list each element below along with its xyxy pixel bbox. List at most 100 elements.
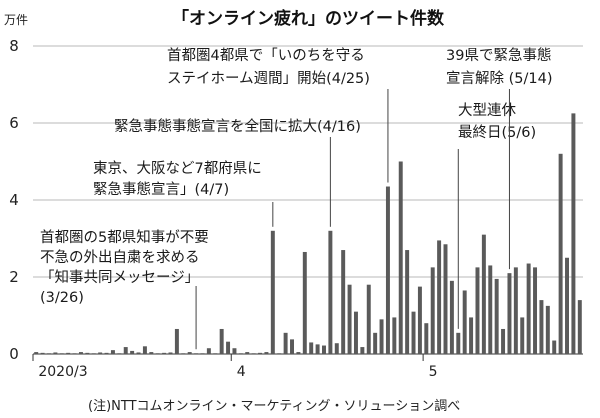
bar bbox=[424, 323, 429, 354]
bar bbox=[110, 350, 115, 354]
annotation: 緊急事態事態宣言を全国に拡大(4/16) bbox=[114, 117, 361, 227]
bar bbox=[91, 353, 96, 354]
bar bbox=[539, 300, 544, 354]
bar bbox=[507, 273, 512, 354]
bar bbox=[449, 280, 454, 354]
bar bbox=[104, 352, 109, 354]
annotation-text: ステイホーム週間」開始(4/25) bbox=[167, 70, 370, 87]
bar bbox=[219, 328, 224, 354]
bar bbox=[475, 267, 480, 354]
annotation-text: 首都圏4都県で「いのちを守る bbox=[167, 47, 365, 64]
bar bbox=[47, 353, 51, 354]
bar bbox=[181, 353, 186, 354]
bar bbox=[302, 251, 307, 354]
bar bbox=[155, 353, 160, 354]
bar bbox=[245, 352, 250, 354]
bar bbox=[136, 352, 141, 354]
bar bbox=[520, 317, 525, 354]
x-axis-ticks: 2020/3 4 5 bbox=[32, 354, 438, 380]
bar bbox=[40, 352, 45, 354]
bar bbox=[558, 153, 563, 354]
bar bbox=[347, 284, 352, 354]
bar bbox=[360, 347, 365, 354]
bar bbox=[238, 353, 243, 354]
annotation-text: 「知事共同メッセージ」 bbox=[40, 269, 199, 286]
bar bbox=[379, 319, 384, 354]
bar bbox=[296, 352, 301, 354]
bar bbox=[283, 332, 288, 354]
bar bbox=[130, 350, 135, 354]
bar bbox=[417, 286, 422, 354]
bar bbox=[264, 352, 269, 354]
annotation-text: 首都圏の5都県知事が不要 bbox=[40, 229, 209, 246]
bar bbox=[213, 353, 218, 354]
annotation-text: 緊急事態宣言」(4/7) bbox=[93, 181, 229, 198]
bar bbox=[194, 353, 199, 354]
bar bbox=[206, 348, 211, 354]
bar bbox=[373, 332, 378, 354]
bar bbox=[290, 339, 294, 354]
x-tick-label: 2020/3 bbox=[38, 364, 87, 380]
annotation-text: (3/26) bbox=[40, 290, 84, 306]
bar bbox=[462, 290, 467, 354]
bar bbox=[322, 345, 326, 354]
y-tick-label: 0 bbox=[9, 345, 19, 363]
bar bbox=[488, 265, 493, 354]
bar bbox=[526, 263, 531, 354]
bar bbox=[258, 352, 263, 354]
bar bbox=[392, 317, 397, 354]
bar bbox=[469, 317, 474, 354]
bar bbox=[385, 186, 390, 354]
y-axis-unit-label: 万件 bbox=[4, 13, 28, 27]
bar bbox=[456, 332, 461, 354]
bar bbox=[200, 353, 205, 354]
annotation-text: 最終日(5/6) bbox=[458, 124, 536, 141]
bar bbox=[232, 348, 237, 354]
y-tick-label: 8 bbox=[9, 37, 19, 55]
bar bbox=[533, 267, 538, 354]
bar bbox=[571, 113, 576, 354]
bar bbox=[501, 328, 506, 354]
bar bbox=[149, 352, 154, 354]
annotation-text: 大型連休 bbox=[458, 102, 516, 119]
annotation-text: 緊急事態事態宣言を全国に拡大(4/16) bbox=[114, 117, 361, 135]
bar bbox=[398, 161, 403, 354]
x-tick-label: 4 bbox=[237, 364, 246, 380]
bar bbox=[162, 352, 167, 354]
bar bbox=[437, 240, 442, 354]
bar bbox=[353, 311, 358, 354]
bar bbox=[552, 340, 557, 354]
bars bbox=[34, 113, 582, 354]
bar bbox=[187, 352, 192, 354]
annotation-text: 東京、大阪など7都府県に bbox=[93, 160, 262, 177]
bar bbox=[405, 250, 410, 354]
bar bbox=[168, 352, 173, 354]
bar bbox=[309, 342, 314, 354]
bar bbox=[59, 353, 64, 354]
y-axis-ticks: 0 2 4 6 8 bbox=[9, 37, 19, 363]
bar bbox=[334, 343, 339, 354]
annotation-text: 不急の外出自粛を求める bbox=[40, 249, 200, 266]
bar bbox=[174, 328, 179, 354]
bar bbox=[545, 305, 550, 354]
chart-title: 「オンライン疲れ」のツイート件数 bbox=[172, 8, 445, 29]
bar bbox=[85, 352, 90, 354]
bar bbox=[366, 284, 371, 354]
bar bbox=[494, 278, 499, 354]
bar bbox=[341, 250, 346, 354]
y-tick-label: 6 bbox=[9, 114, 19, 132]
bar bbox=[565, 257, 569, 354]
footnote: (注)NTTコムオンライン・マーケティング・ソリューション調べ bbox=[88, 399, 460, 414]
bar bbox=[34, 352, 39, 354]
bar bbox=[270, 230, 275, 354]
bar bbox=[53, 352, 58, 354]
bar bbox=[481, 234, 486, 354]
bar bbox=[123, 347, 128, 354]
bar bbox=[66, 352, 71, 354]
bar bbox=[142, 346, 147, 354]
